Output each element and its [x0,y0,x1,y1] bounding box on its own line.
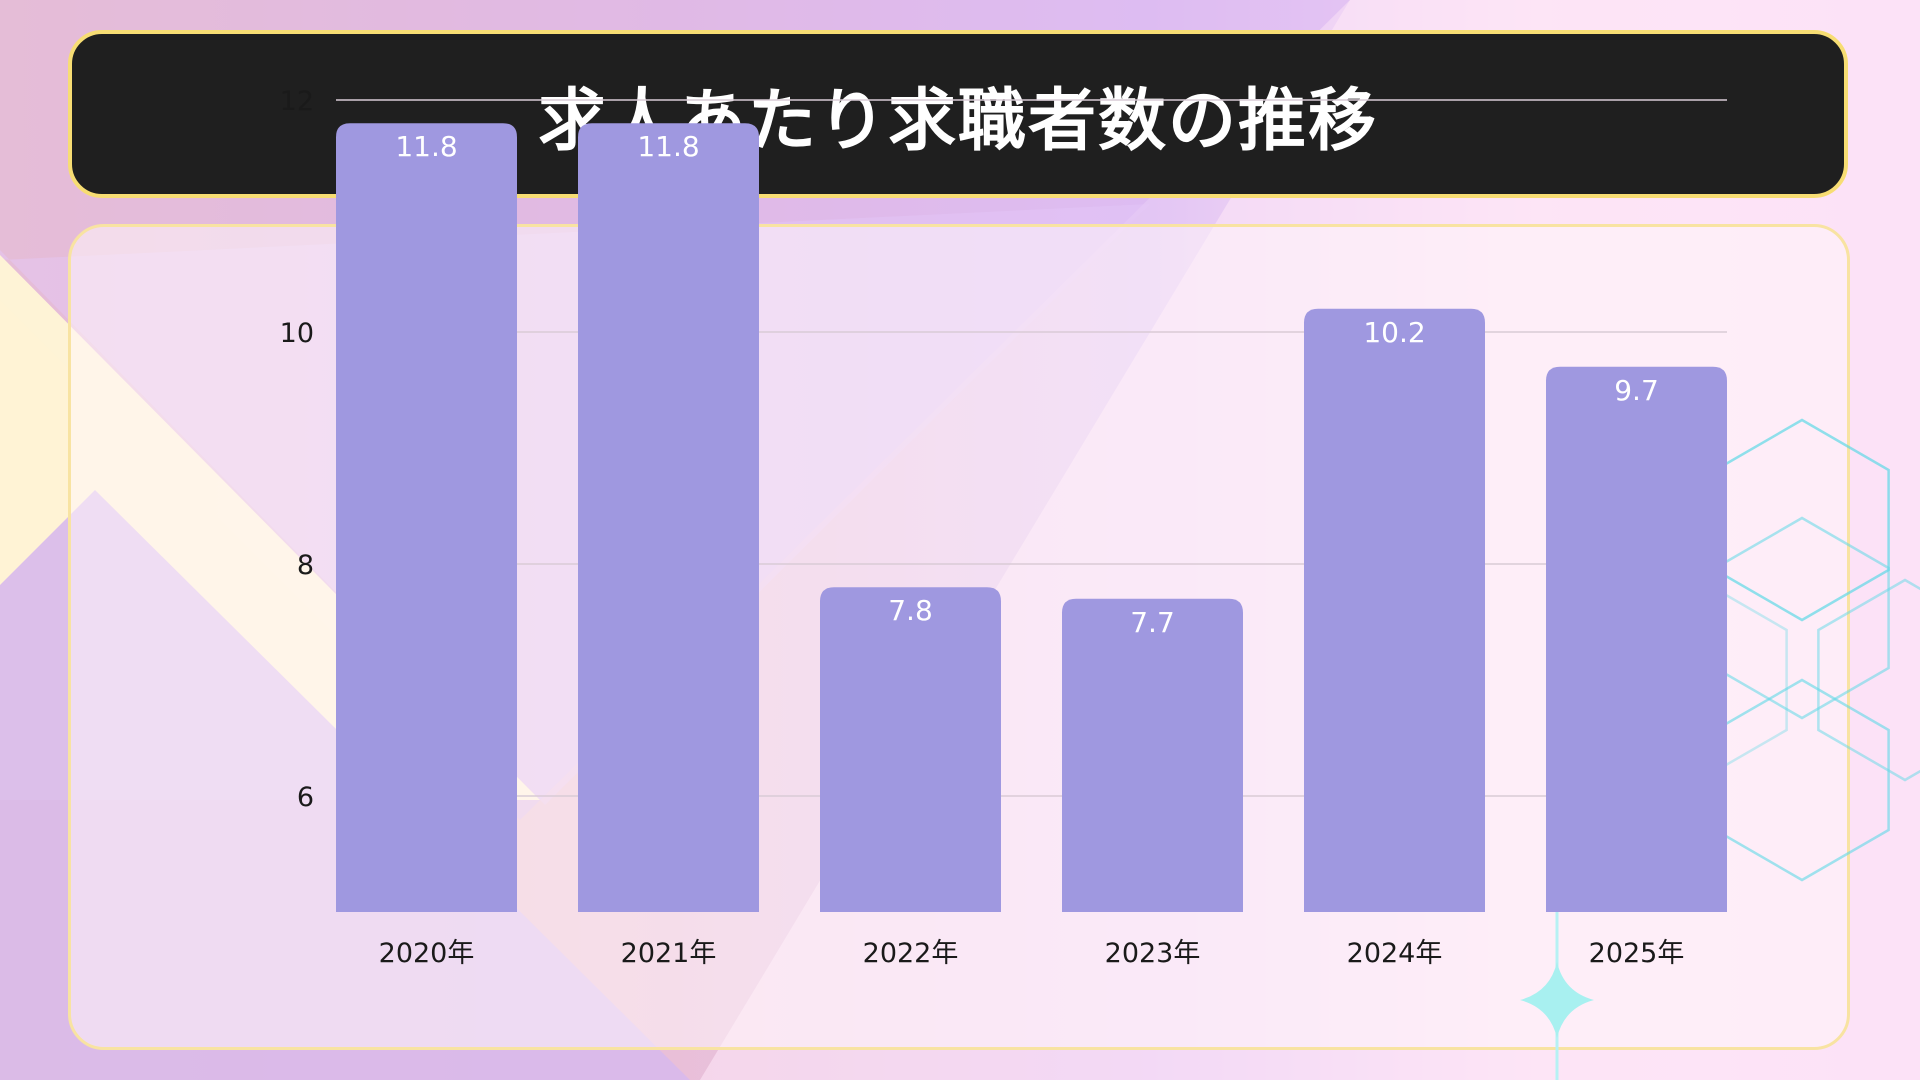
bars [336,123,1727,912]
bar-value-label: 10.2 [1363,316,1425,349]
x-axis-categories: 2020年 2021年 2022年 2023年 2024年 2025年 [379,938,1685,969]
value-labels: 11.8 11.8 7.8 7.7 10.2 9.7 [395,130,1658,639]
bar-value-label: 7.8 [888,594,933,627]
y-tick-label: 6 [297,782,314,813]
x-category-label: 2024年 [1347,938,1443,969]
y-tick-label: 12 [280,86,314,117]
bar [820,587,1001,912]
bar-value-label: 9.7 [1614,374,1659,407]
bar-value-label: 11.8 [637,130,699,163]
y-tick-label: 10 [280,318,314,349]
x-category-label: 2022年 [863,938,959,969]
sparkle-icon [1520,962,1594,1038]
y-tick-label: 8 [297,550,314,581]
hexagon-shape [1817,578,1920,782]
bar [1546,366,1727,912]
bar [578,123,759,912]
bar [1304,308,1485,912]
x-category-label: 2020年 [379,938,475,969]
x-category-label: 2021年 [621,938,717,969]
bar-value-label: 7.7 [1130,606,1175,639]
bar [1062,598,1243,912]
bar [336,123,517,912]
grid-lines [336,99,1727,797]
bar-value-label: 11.8 [395,130,457,163]
x-category-label: 2025年 [1589,938,1685,969]
y-axis-ticks: 68101214 [280,86,314,813]
title-bar: 求人あたり求職者数の推移 [68,30,1848,198]
x-category-label: 2023年 [1105,938,1201,969]
